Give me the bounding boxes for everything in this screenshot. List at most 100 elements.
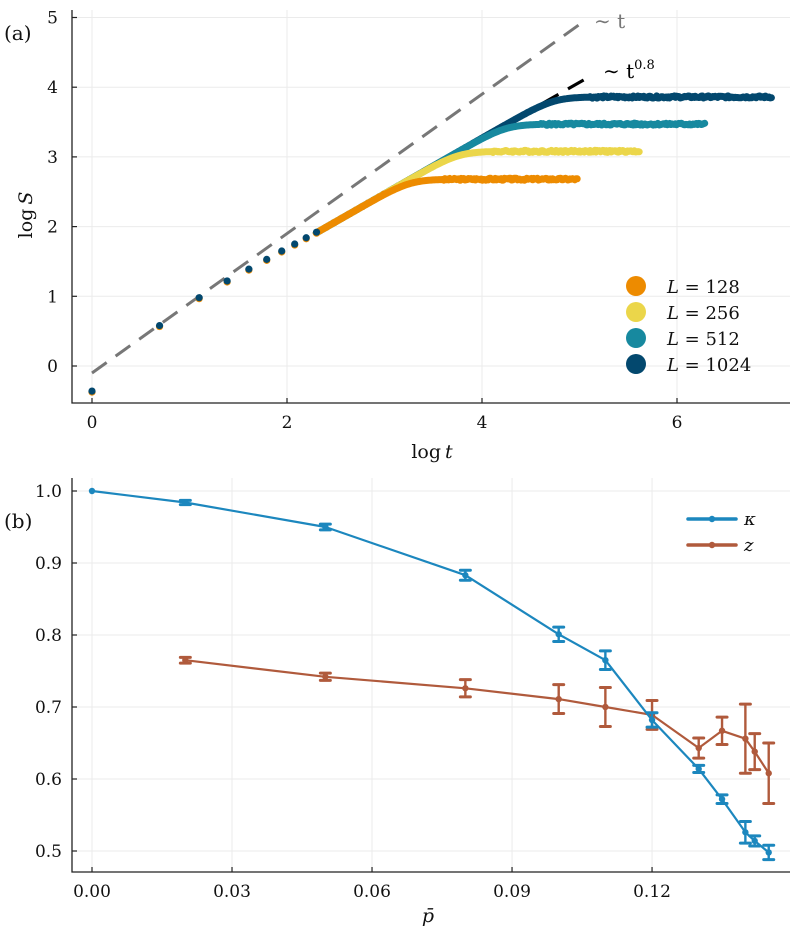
data-point-with-error	[738, 702, 752, 775]
legend-label: L = 512	[666, 329, 740, 350]
data-point	[88, 487, 96, 495]
panel-a-ticks: 0 2 4 6 0 1 2 3 4 5	[47, 9, 682, 434]
series-curve	[312, 146, 643, 237]
data-point	[602, 703, 609, 711]
data-point	[364, 199, 372, 207]
legend-marker	[626, 328, 646, 348]
panel-a-grid	[72, 10, 790, 403]
data-point-with-error	[692, 736, 706, 760]
data-point	[555, 695, 562, 703]
legend-marker	[626, 302, 646, 322]
series-line	[185, 659, 770, 774]
data-point-with-error	[318, 671, 332, 682]
data-point	[312, 228, 321, 236]
legend-label: L = 256	[666, 303, 740, 324]
data-point-with-error	[318, 522, 332, 532]
data-point	[555, 631, 562, 638]
x-tick-label: 0	[87, 413, 98, 433]
data-point-with-error	[88, 487, 96, 495]
data-point	[352, 206, 360, 214]
data-point-with-error	[178, 655, 192, 665]
data-point	[462, 685, 469, 692]
legend-label: L = 128	[666, 277, 740, 298]
data-point-with-error	[692, 763, 706, 775]
y-tick-label: 0.9	[35, 554, 62, 574]
data-point	[718, 795, 726, 803]
x-tick-label: 4	[477, 413, 488, 433]
data-point-with-error	[645, 711, 659, 729]
data-point	[182, 499, 189, 506]
x-tick-label: 0.09	[493, 882, 531, 902]
data-point	[345, 210, 353, 218]
y-tick-label: 0.6	[35, 770, 62, 790]
data-point-with-error	[552, 625, 566, 643]
series-line	[91, 489, 770, 854]
data-point	[322, 223, 330, 232]
legend-label: L = 1024	[666, 355, 751, 376]
y-tick-label: 3	[47, 148, 58, 168]
data-point	[765, 770, 772, 777]
data-point	[263, 255, 271, 263]
data-point	[302, 234, 310, 242]
legend-marker	[626, 276, 646, 296]
panel-b-axes-frame	[71, 478, 790, 873]
data-point-with-error	[715, 793, 729, 805]
panel-a-early-points	[88, 228, 321, 396]
data-point-with-error	[598, 686, 612, 728]
data-point-with-error	[598, 649, 612, 672]
panel-a-legend: L = 128 L = 256 L = 512 L = 1024	[626, 276, 751, 376]
legend-item-1024: L = 1024	[626, 354, 751, 376]
x-tick-label: 6	[672, 413, 683, 433]
panel-b-xlabel: p̄	[422, 905, 434, 927]
panel-b-legend: κz	[686, 509, 756, 556]
panel-b-ticks: 0.00 0.03 0.06 0.09 0.12 0.5 0.6 0.7 0.8 0.9 1.0	[35, 482, 671, 902]
data-point	[765, 849, 772, 856]
y-tick-label: 0	[47, 357, 58, 377]
y-tick-label: 0.5	[35, 842, 62, 862]
data-point	[330, 218, 338, 227]
data-point	[695, 765, 702, 773]
data-point	[751, 748, 758, 755]
panel-a-label: (a)	[4, 21, 32, 45]
data-point	[338, 214, 346, 222]
data-point	[182, 657, 189, 664]
reference-label-t: ∼ t	[594, 9, 625, 33]
x-tick-label: 0.03	[213, 882, 251, 902]
data-point-with-error	[748, 732, 762, 772]
y-tick-label: 0.8	[35, 626, 62, 646]
series-z	[178, 655, 776, 805]
data-point	[155, 321, 164, 330]
y-tick-label: 5	[47, 9, 58, 29]
legend-marker	[708, 541, 716, 549]
reference-label-t-0-8: ∼ t0.8	[603, 58, 655, 83]
data-point-with-error	[762, 741, 776, 805]
panel-b-series	[88, 487, 776, 862]
data-point	[223, 277, 231, 285]
panel-a: 0 2 4 6 0 1 2 3 4 5 (a) logS log t ∼ t ∼ t0.8 L = …	[4, 9, 790, 463]
data-point	[245, 265, 253, 273]
data-point	[742, 735, 749, 742]
panel-b: 0.00 0.03 0.06 0.09 0.12 0.5 0.6 0.7 0.8 0.9 1.0 (…	[4, 478, 790, 927]
data-point	[718, 727, 726, 734]
y-tick-label: 0.7	[35, 698, 62, 718]
y-tick-label: 1.0	[35, 482, 62, 502]
panel-a-ylabel: logS	[15, 192, 37, 239]
panel-a-series	[312, 92, 775, 237]
data-point	[88, 387, 96, 395]
legend-item-kappa: κ	[686, 509, 756, 530]
data-point-with-error	[458, 678, 472, 699]
legend-marker	[626, 354, 646, 374]
data-point	[602, 657, 609, 664]
legend-item-512: L = 512	[626, 328, 740, 350]
series-256	[312, 146, 643, 237]
data-point-with-error	[458, 568, 472, 582]
data-point	[742, 829, 749, 836]
data-point-with-error	[715, 715, 729, 746]
legend-label: z	[743, 535, 754, 556]
data-point	[462, 572, 469, 579]
x-tick-label: 0.06	[353, 882, 391, 902]
panel-a-xlabel: log t	[411, 441, 453, 463]
y-tick-label: 2	[47, 218, 58, 238]
y-tick-label: 1	[47, 287, 58, 307]
